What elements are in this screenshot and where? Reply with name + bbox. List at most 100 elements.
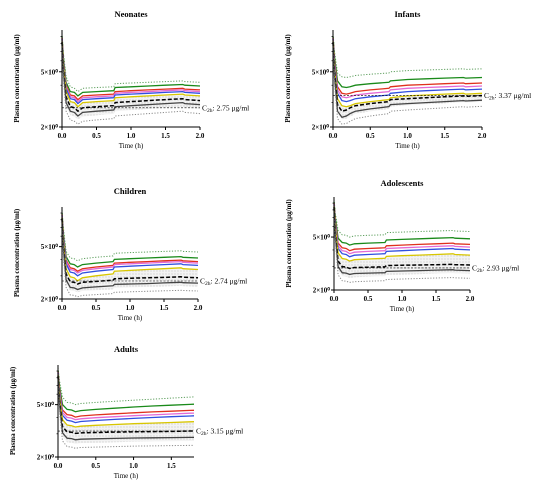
series-line-8 [61,46,201,125]
panel-title: Children [114,186,147,196]
series-line-0 [61,209,199,262]
series-line-1 [61,212,199,268]
x-tick-label: 0.5 [366,132,375,140]
y-tick-label: 5×10⁰ [313,234,330,242]
y-axis-label: Plasma concentration (μg/ml) [13,34,21,123]
x-tick-label: 1.0 [403,132,412,140]
panel-title: Neonates [114,9,148,19]
x-tick-label: 2.0 [194,304,203,312]
series-line-4 [57,372,195,424]
series-line-0 [333,199,471,238]
x-tick-label: 0.0 [58,304,67,312]
series-line-2 [333,203,471,252]
x-tick-label: 1.5 [160,304,169,312]
x-tick-label: 1.0 [127,132,136,140]
x-tick-label: 2.0 [466,295,475,303]
x-tick-label: 1.0 [129,462,138,470]
series-line-8 [333,211,471,283]
x-tick-label: 1.0 [126,304,135,312]
y-tick-label: 5×10⁰ [41,243,58,251]
x-tick-label: 1.0 [398,295,407,303]
x-tick-label: 0.0 [330,295,339,303]
series-line-8 [57,379,194,449]
chart-panel-adults: Adults Plasma concentration (μg/ml) Time (… [9,344,243,480]
series-line-6 [332,41,483,113]
x-tick-label: 1.5 [440,132,449,140]
series-line-3 [57,372,195,421]
x-tick-label: 1.5 [167,462,176,470]
x-tick-label: 0.0 [329,132,338,140]
series-line-2 [332,37,483,95]
series-line-5 [332,40,483,108]
series-line-1 [332,36,483,89]
variability-band [66,267,198,293]
threshold-label: C2h: 2.93 μg/ml [472,263,519,274]
panel-title: Infants [395,9,422,19]
threshold-label: C2h: 3.37 μg/ml [484,91,531,102]
x-tick-label: 0.5 [364,295,373,303]
panel-title: Adolescents [381,178,425,188]
series-line-5 [61,216,199,282]
series-line-3 [61,214,199,274]
series-line-7 [333,208,471,276]
x-tick-label: 0.0 [58,132,67,140]
y-tick-label: 5×10⁰ [37,401,54,409]
series-line-6 [61,41,201,113]
x-tick-label: 1.5 [432,295,441,303]
series-line-0 [57,367,195,406]
x-axis-label: Time (h) [114,472,139,480]
y-tick-label: 5×10⁰ [41,68,58,76]
y-axis-label: Plasma concentration (μg/ml) [13,208,21,297]
series-line-6 [333,207,471,270]
y-axis-label: Plasma concentration (μg/ml) [285,199,293,288]
x-axis-label: Time (h) [390,305,415,313]
series-line-8 [61,222,199,298]
x-axis-label: Time (h) [118,314,143,322]
series-line-7 [57,376,194,441]
series-line-4 [333,204,471,258]
series-line-0 [61,33,201,93]
y-tick-label: 5×10⁰ [312,68,329,76]
x-tick-label: 2.0 [196,132,205,140]
series-line-7 [61,219,199,291]
y-tick-label: 2×10⁰ [37,454,54,462]
series-line-1 [333,201,471,246]
series-line-5 [61,40,201,108]
y-tick-label: 2×10⁰ [41,296,58,304]
series-line-2 [61,37,201,101]
x-tick-label: 0.5 [91,462,100,470]
threshold-label: C2h: 2.75 μg/ml [202,103,249,114]
series-line-7 [61,43,201,117]
y-axis-label: Plasma concentration (μg/ml) [9,366,17,455]
series-line-5 [333,205,471,262]
series-line-5 [57,374,195,428]
x-tick-label: 0.5 [92,132,101,140]
series-line-3 [332,38,483,99]
series-line-1 [61,36,201,97]
series-line-4 [61,39,201,105]
x-tick-label: 2.0 [478,132,487,140]
series-line-1 [57,370,195,413]
x-tick-label: 0.0 [54,462,63,470]
panel-title: Adults [114,344,139,354]
x-axis-label: Time (h) [119,142,144,150]
chart-panel-neonates: Neonates Plasma concentration (μg/ml) Time… [13,9,249,150]
threshold-label: C2h: 3.15 μg/ml [196,427,243,438]
chart-panel-adolescents: Adolescents Plasma concentration (μg/ml) T… [285,178,519,313]
series-line-2 [57,371,195,418]
x-tick-label: 1.5 [161,132,170,140]
y-tick-label: 2×10⁰ [312,124,329,132]
y-axis-label: Plasma concentration (μg/ml) [284,34,292,123]
y-tick-label: 2×10⁰ [41,124,58,132]
chart-panel-children: Children Plasma concentration (μg/ml) Time… [13,186,247,322]
threshold-label: C2h: 2.74 μg/ml [200,277,247,288]
series-line-7 [332,43,483,119]
variability-band [337,93,482,120]
y-tick-label: 2×10⁰ [313,287,330,295]
series-line-4 [61,215,199,277]
series-line-2 [61,214,199,272]
series-line-3 [333,203,471,255]
x-tick-label: 0.5 [92,304,101,312]
x-axis-label: Time (h) [395,142,420,150]
